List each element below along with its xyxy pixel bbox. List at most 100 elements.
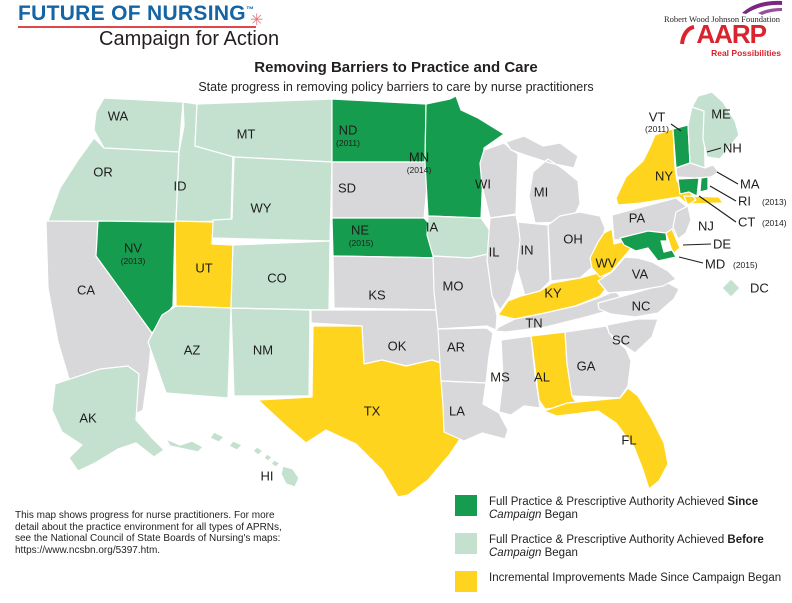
state-RI [699,176,709,193]
state-label-KS: KS [368,288,386,303]
map-subtitle: State progress in removing policy barrie… [198,80,594,94]
state-year-MD: (2015) [733,260,758,270]
state-label-WY: WY [251,201,272,216]
callout-line-CT [698,195,737,223]
page: { "header": { "brand_line1": "FUTURE OF … [15,0,787,592]
state-label-MT: MT [237,127,256,142]
legend-label-before: Full Practice & Prescriptive Authority A… [489,534,764,559]
state-year-NE: (2015) [349,238,374,248]
state-label-VT: VT [649,110,666,125]
state-label-OR: OR [93,165,113,180]
state-SD [331,161,429,219]
state-MO [432,253,498,331]
state-label-MN: MN [409,150,429,165]
state-label-IL: IL [489,245,500,260]
state-year-RI: (2013) [762,197,787,207]
state-IL [486,214,522,311]
legend-swatch-since [455,495,477,516]
callout-line-MD [678,256,704,264]
footnote-url: https://www.ncsbn.org/5397.htm. [15,544,161,556]
state-year-VT: (2011) [645,124,669,134]
state-label-SD: SD [338,181,356,196]
rwjf-foundation-label: Robert Wood Johnson Foundation [663,14,780,24]
state-label-IN: IN [521,243,534,258]
state-label-NE: NE [351,223,369,238]
footnote-line: detail about the practice environment fo… [15,521,282,533]
callout-line-NH [706,147,722,153]
state-label-AZ: AZ [184,343,201,358]
state-label-LA: LA [449,404,465,419]
footnote-line: see the National Council of State Boards… [15,533,281,544]
state-NJ [672,205,692,240]
state-label-MA: MA [740,177,760,192]
state-MI [505,135,581,224]
map-title: Removing Barriers to Practice and Care [254,59,538,76]
legend-swatch-incremental [455,571,477,592]
state-label-WA: WA [108,109,129,124]
state-label-ID: ID [174,179,187,194]
aarp-logo: AARP [680,19,767,49]
state-label-PA: PA [629,211,646,226]
callout-line-MA [716,171,739,185]
state-label-GA: GA [577,359,596,374]
state-ME [691,91,740,160]
state-label-UT: UT [195,261,212,276]
state-label-KY: KY [544,286,562,301]
state-label-MD: MD [705,257,725,272]
state-SC [606,318,659,354]
brand-title-text: FUTURE OF NURSING [18,2,246,25]
state-label-DC: DC [750,281,769,296]
state-label-AR: AR [447,340,465,355]
state-label-RI: RI [738,194,751,209]
state-label-VA: VA [632,267,649,282]
state-NH [687,106,706,169]
footnote-line: This map shows progress for nurse practi… [15,510,275,521]
state-label-NC: NC [632,299,651,314]
state-label-MS: MS [490,370,510,385]
state-label-ND: ND [339,123,358,138]
state-label-AK: AK [79,411,97,426]
state-label-IA: IA [426,220,439,235]
callout-line-DE [682,243,712,246]
state-AR [437,327,494,384]
state-year-MN: (2014) [407,165,432,175]
state-AK [51,365,243,472]
callout-line-VT [670,123,682,132]
state-label-CO: CO [267,271,287,286]
state-year-ND: (2011) [336,138,360,148]
state-label-NJ: NJ [698,219,714,234]
state-KS [332,255,449,311]
state-label-OK: OK [388,339,407,354]
state-label-WV: WV [596,256,617,271]
state-label-TN: TN [525,316,542,331]
aarp-tagline: Real Possibilities [711,48,781,58]
state-MN [424,95,505,219]
legend-swatch-before [455,533,477,554]
state-label-ME: ME [711,107,731,122]
state-FL [543,387,669,490]
brand-subtitle: Campaign for Action [99,28,280,50]
legend-label-since: Full Practice & Prescriptive Authority A… [489,496,759,521]
state-MA [675,162,720,179]
state-label-NV: NV [124,241,142,256]
brand-rule-line [18,26,256,28]
state-CT [677,177,700,197]
state-VT [672,124,691,169]
state-DC [721,278,741,298]
trademark-symbol: ™ [245,5,255,14]
aarp-wordmark: AARP [696,19,767,49]
state-label-TX: TX [364,404,381,419]
state-TX [257,325,469,498]
state-label-MI: MI [534,185,548,200]
legend-item-incremental: Incremental Improvements Made Since Camp… [455,571,785,592]
state-year-NV: (2013) [121,256,146,266]
legend: Full Practice & Prescriptive Authority A… [455,495,785,603]
brand-title: FUTURE OF NURSING™ [18,2,254,26]
state-label-NH: NH [723,141,742,156]
state-label-HI: HI [261,469,274,484]
state-label-NY: NY [655,169,673,184]
state-label-SC: SC [612,333,630,348]
legend-item-since: Full Practice & Prescriptive Authority A… [455,495,785,522]
state-label-OH: OH [563,232,583,247]
state-VA [597,256,677,294]
